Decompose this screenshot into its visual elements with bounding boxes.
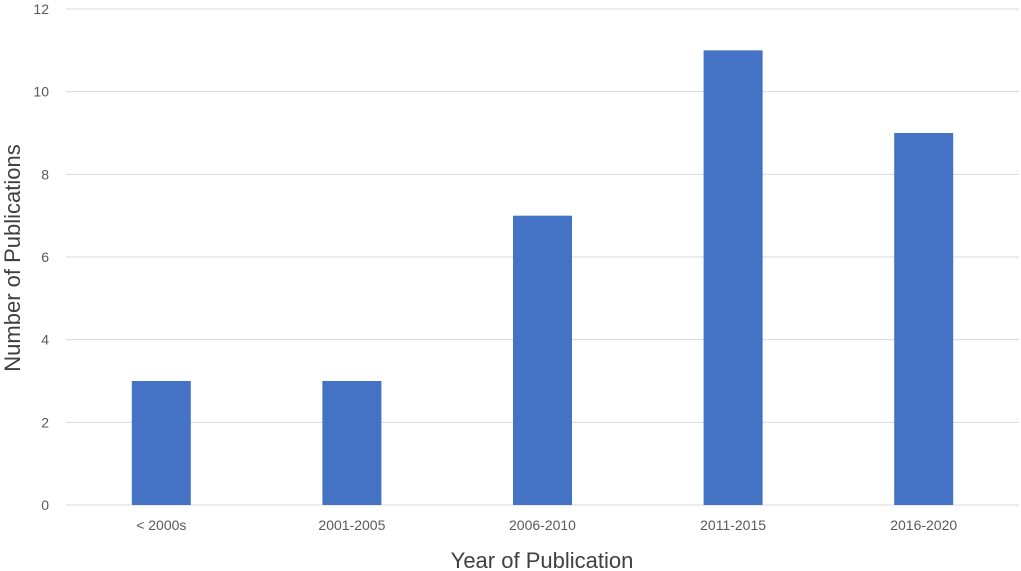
y-tick-label: 10 — [33, 84, 49, 100]
y-tick-label: 4 — [41, 332, 49, 348]
bar — [131, 381, 191, 505]
x-tick-label: 2006-2010 — [509, 517, 576, 533]
y-tick-label: 8 — [41, 166, 49, 182]
x-axis-ticks: < 2000s 2001-2005 2006-2010 2011-2015 2016-2… — [136, 517, 957, 533]
bar — [322, 381, 382, 505]
y-tick-label: 12 — [33, 1, 49, 17]
x-tick-label: 2016-2020 — [890, 517, 957, 533]
x-tick-label: < 2000s — [136, 517, 186, 533]
x-tick-label: 2011-2015 — [700, 517, 766, 533]
bars — [131, 50, 954, 505]
y-tick-label: 0 — [41, 497, 49, 513]
y-axis-ticks: 0 2 4 6 8 10 12 — [33, 1, 49, 513]
bar — [703, 50, 763, 505]
x-axis-title: Year of Publication — [451, 548, 634, 571]
bar — [894, 133, 954, 505]
y-axis-title: Number of Publications — [0, 144, 25, 371]
y-tick-label: 6 — [41, 249, 49, 265]
y-tick-label: 2 — [41, 414, 49, 430]
bar — [513, 215, 572, 505]
x-tick-label: 2001-2005 — [318, 517, 385, 533]
